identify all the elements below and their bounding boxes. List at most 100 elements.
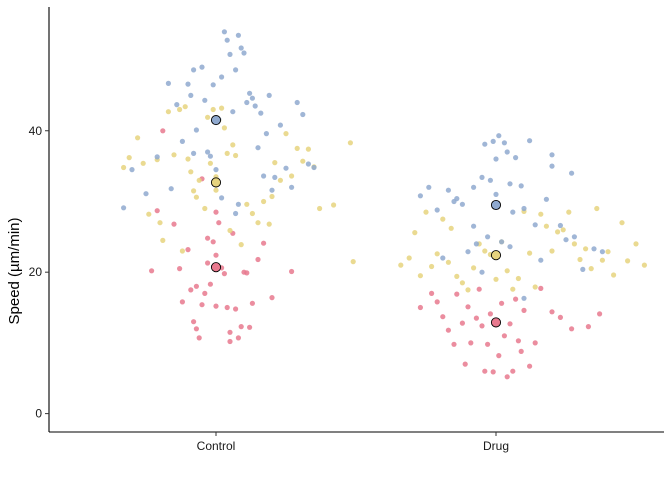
data-point <box>459 280 465 286</box>
data-point <box>518 348 524 354</box>
data-point <box>557 314 564 320</box>
data-point <box>289 268 295 275</box>
data-point <box>532 284 538 290</box>
data-point <box>261 198 267 205</box>
data-point <box>210 239 216 245</box>
data-point <box>555 229 561 235</box>
data-point <box>347 140 353 146</box>
data-point <box>543 223 550 229</box>
data-point <box>527 250 533 256</box>
data-point <box>249 300 255 306</box>
data-point <box>263 131 269 137</box>
data-points-layer <box>121 29 648 380</box>
data-point <box>571 234 578 240</box>
data-point <box>501 140 507 146</box>
data-point <box>423 209 429 215</box>
mean-marker <box>210 115 222 126</box>
data-point <box>462 361 468 367</box>
data-point <box>454 291 460 297</box>
data-point <box>515 338 522 344</box>
data-point <box>501 333 507 339</box>
data-point <box>294 99 300 106</box>
data-point <box>241 50 247 56</box>
data-point <box>266 221 272 227</box>
data-point <box>434 207 440 213</box>
data-point <box>521 307 527 313</box>
data-point <box>588 266 594 272</box>
data-point <box>272 174 278 180</box>
data-point <box>482 248 488 254</box>
data-point <box>129 167 135 173</box>
data-point <box>185 81 191 87</box>
data-point <box>185 156 191 162</box>
data-point <box>434 299 440 305</box>
data-point <box>599 249 606 255</box>
data-point <box>213 187 219 193</box>
data-point <box>569 170 575 176</box>
data-point <box>294 145 300 151</box>
data-point <box>580 266 586 272</box>
data-point <box>417 193 423 199</box>
data-point <box>255 220 261 226</box>
data-point <box>205 260 211 266</box>
data-point <box>224 37 230 43</box>
data-point <box>350 259 356 265</box>
data-point <box>482 141 488 147</box>
data-point <box>549 163 555 169</box>
data-point <box>289 173 295 179</box>
data-point <box>196 177 202 183</box>
data-point <box>499 239 505 245</box>
data-point <box>168 186 174 192</box>
data-point <box>633 241 639 247</box>
data-point <box>510 368 516 374</box>
data-point <box>210 82 216 88</box>
data-point <box>174 102 180 108</box>
data-point <box>641 262 648 268</box>
data-point <box>440 216 446 222</box>
data-point <box>213 252 219 258</box>
data-point <box>583 246 589 252</box>
data-point <box>485 234 491 240</box>
data-point <box>149 268 155 274</box>
data-point <box>165 109 171 115</box>
data-point <box>219 105 225 111</box>
data-point <box>398 262 404 268</box>
data-point <box>249 95 255 101</box>
data-point <box>317 205 323 212</box>
data-point <box>185 247 191 253</box>
data-point <box>154 208 160 214</box>
data-point <box>207 281 213 287</box>
data-point <box>482 368 488 374</box>
data-point <box>594 205 600 212</box>
data-point <box>143 191 149 197</box>
mean-marker <box>490 250 502 261</box>
data-point <box>213 209 219 215</box>
data-point <box>479 323 485 329</box>
data-point <box>193 326 199 332</box>
data-point <box>249 210 255 217</box>
x-tick-label: Control <box>197 439 236 453</box>
data-point <box>272 160 278 166</box>
data-point <box>221 125 227 131</box>
data-point <box>227 329 233 335</box>
data-point <box>599 257 606 263</box>
data-point <box>566 209 572 215</box>
data-point <box>499 300 505 306</box>
data-point <box>121 205 127 211</box>
data-point <box>465 304 471 310</box>
data-point <box>213 167 219 173</box>
data-point <box>233 210 239 217</box>
data-point <box>549 248 555 254</box>
mean-marker <box>210 262 222 273</box>
y-tick-label: 0 <box>35 407 42 421</box>
data-point <box>557 222 564 229</box>
data-point <box>191 150 197 156</box>
data-point <box>485 341 491 347</box>
data-point <box>493 276 499 282</box>
y-tick-label: 40 <box>29 124 43 138</box>
data-point <box>532 222 538 228</box>
data-point <box>300 111 306 118</box>
data-point <box>597 311 603 317</box>
data-point <box>210 106 216 113</box>
mean-marker <box>490 317 502 328</box>
